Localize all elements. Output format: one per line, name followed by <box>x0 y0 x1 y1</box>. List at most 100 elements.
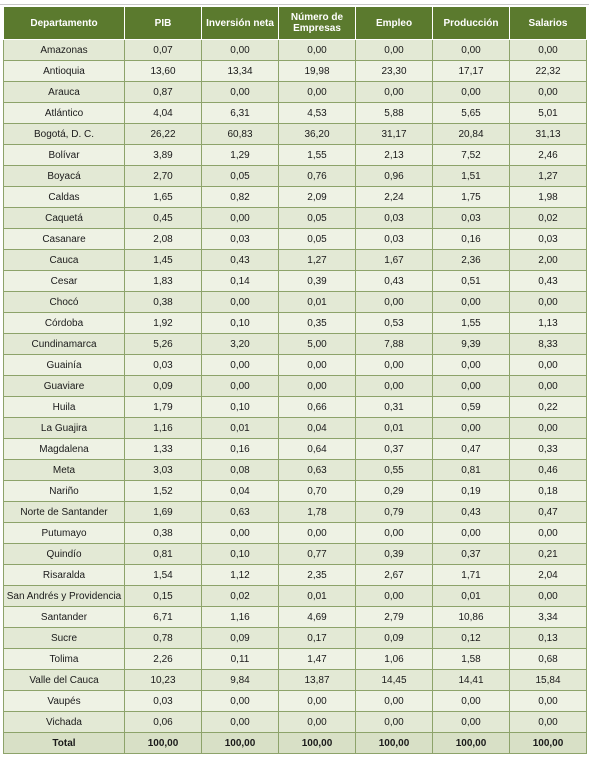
value-cell: 0,00 <box>201 522 279 544</box>
value-cell: 0,03 <box>432 207 510 229</box>
total-cell: 100,00 <box>201 732 279 754</box>
value-cell: 0,00 <box>201 81 279 103</box>
table-row: Atlántico 4,04 6,31 4,53 5,88 5,65 5,01 <box>3 102 587 124</box>
value-cell: 0,79 <box>355 501 433 523</box>
table-row: Huila 1,79 0,10 0,66 0,31 0,59 0,22 <box>3 396 587 418</box>
total-cell: 100,00 <box>355 732 433 754</box>
value-cell: 1,78 <box>278 501 356 523</box>
value-cell: 60,83 <box>201 123 279 145</box>
value-cell: 0,00 <box>509 522 587 544</box>
table-row: Sucre 0,78 0,09 0,17 0,09 0,12 0,13 <box>3 627 587 649</box>
value-cell: 0,00 <box>509 711 587 733</box>
value-cell: 0,00 <box>432 711 510 733</box>
value-cell: 0,43 <box>201 249 279 271</box>
value-cell: 0,00 <box>278 690 356 712</box>
value-cell: 0,63 <box>201 501 279 523</box>
column-header-numero-empresas: Número de Empresas <box>278 6 356 40</box>
value-cell: 0,00 <box>355 375 433 397</box>
value-cell: 0,81 <box>124 543 202 565</box>
table-row: Córdoba 1,92 0,10 0,35 0,53 1,55 1,13 <box>3 312 587 334</box>
table-row: Magdalena 1,33 0,16 0,64 0,37 0,47 0,33 <box>3 438 587 460</box>
value-cell: 0,00 <box>432 291 510 313</box>
value-cell: 2,00 <box>509 249 587 271</box>
value-cell: 0,00 <box>432 522 510 544</box>
department-name-cell: San Andrés y Providencia <box>3 585 125 607</box>
value-cell: 22,32 <box>509 60 587 82</box>
value-cell: 0,03 <box>355 207 433 229</box>
table-row: Antioquia 13,60 13,34 19,98 23,30 17,17 22,32 <box>3 60 587 82</box>
value-cell: 0,00 <box>278 522 356 544</box>
table-row: Guainía 0,03 0,00 0,00 0,00 0,00 0,00 <box>3 354 587 376</box>
column-header-departamento: Departamento <box>3 6 125 40</box>
value-cell: 8,33 <box>509 333 587 355</box>
department-name-cell: Santander <box>3 606 125 628</box>
value-cell: 0,15 <box>124 585 202 607</box>
value-cell: 0,64 <box>278 438 356 460</box>
table-row: Caldas 1,65 0,82 2,09 2,24 1,75 1,98 <box>3 186 587 208</box>
value-cell: 0,04 <box>278 417 356 439</box>
value-cell: 0,00 <box>355 39 433 61</box>
value-cell: 0,08 <box>201 459 279 481</box>
value-cell: 5,88 <box>355 102 433 124</box>
value-cell: 1,71 <box>432 564 510 586</box>
value-cell: 1,45 <box>124 249 202 271</box>
value-cell: 20,84 <box>432 123 510 145</box>
table-row: Quindío 0,81 0,10 0,77 0,39 0,37 0,21 <box>3 543 587 565</box>
value-cell: 1,16 <box>201 606 279 628</box>
value-cell: 0,00 <box>201 375 279 397</box>
column-header-pib: PIB <box>124 6 202 40</box>
value-cell: 0,70 <box>278 480 356 502</box>
value-cell: 14,45 <box>355 669 433 691</box>
value-cell: 1,55 <box>278 144 356 166</box>
value-cell: 0,09 <box>201 627 279 649</box>
table-row: Nariño 1,52 0,04 0,70 0,29 0,19 0,18 <box>3 480 587 502</box>
department-name-cell: Guainía <box>3 354 125 376</box>
value-cell: 0,00 <box>201 690 279 712</box>
value-cell: 0,00 <box>509 39 587 61</box>
value-cell: 0,00 <box>432 39 510 61</box>
table-row: Bolívar 3,89 1,29 1,55 2,13 7,52 2,46 <box>3 144 587 166</box>
value-cell: 7,52 <box>432 144 510 166</box>
table-row: Casanare 2,08 0,03 0,05 0,03 0,16 0,03 <box>3 228 587 250</box>
value-cell: 0,59 <box>432 396 510 418</box>
value-cell: 1,27 <box>278 249 356 271</box>
value-cell: 0,00 <box>432 81 510 103</box>
value-cell: 2,09 <box>278 186 356 208</box>
value-cell: 3,20 <box>201 333 279 355</box>
department-name-cell: Boyacá <box>3 165 125 187</box>
department-name-cell: Arauca <box>3 81 125 103</box>
value-cell: 0,00 <box>432 690 510 712</box>
value-cell: 0,47 <box>432 438 510 460</box>
value-cell: 1,83 <box>124 270 202 292</box>
table-row: Chocó 0,38 0,00 0,01 0,00 0,00 0,00 <box>3 291 587 313</box>
department-name-cell: Vichada <box>3 711 125 733</box>
value-cell: 0,03 <box>201 228 279 250</box>
value-cell: 0,37 <box>432 543 510 565</box>
value-cell: 0,00 <box>201 711 279 733</box>
value-cell: 0,38 <box>124 522 202 544</box>
table-row: Risaralda 1,54 1,12 2,35 2,67 1,71 2,04 <box>3 564 587 586</box>
value-cell: 0,05 <box>278 228 356 250</box>
value-cell: 0,00 <box>278 711 356 733</box>
value-cell: 0,00 <box>509 81 587 103</box>
table-row: Santander 6,71 1,16 4,69 2,79 10,86 3,34 <box>3 606 587 628</box>
value-cell: 0,00 <box>278 354 356 376</box>
department-name-cell: Guaviare <box>3 375 125 397</box>
value-cell: 0,00 <box>509 690 587 712</box>
table-row: San Andrés y Providencia 0,15 0,02 0,01 0,00… <box>3 585 587 607</box>
value-cell: 0,37 <box>355 438 433 460</box>
total-cell: 100,00 <box>124 732 202 754</box>
value-cell: 1,52 <box>124 480 202 502</box>
value-cell: 1,16 <box>124 417 202 439</box>
department-name-cell: Atlántico <box>3 102 125 124</box>
value-cell: 2,24 <box>355 186 433 208</box>
department-name-cell: Cauca <box>3 249 125 271</box>
value-cell: 0,51 <box>432 270 510 292</box>
value-cell: 19,98 <box>278 60 356 82</box>
department-name-cell: Casanare <box>3 228 125 250</box>
value-cell: 2,70 <box>124 165 202 187</box>
value-cell: 0,43 <box>509 270 587 292</box>
department-name-cell: Tolima <box>3 648 125 670</box>
value-cell: 0,21 <box>509 543 587 565</box>
value-cell: 0,00 <box>355 585 433 607</box>
